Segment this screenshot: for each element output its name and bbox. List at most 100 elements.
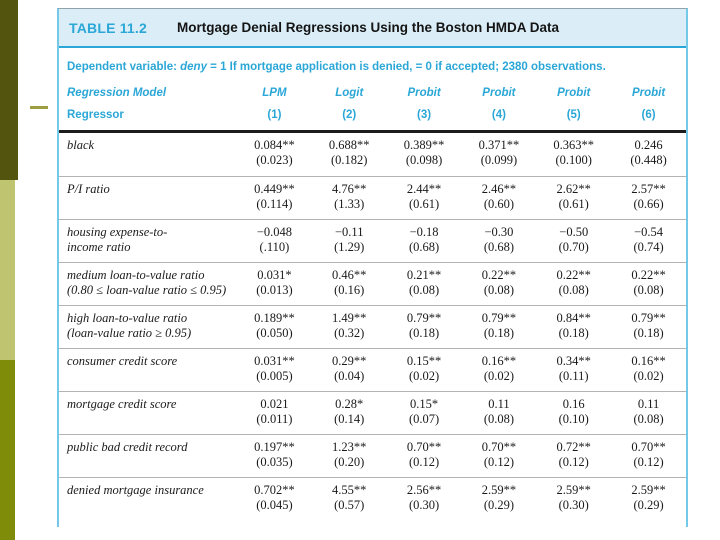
model-column-header: Probit (5) (536, 86, 611, 122)
coefficient-cell: 0.70** (0.12) (631, 440, 666, 469)
note-variable: deny (180, 61, 207, 73)
table-title: Mortgage Denial Regressions Using the Bo… (177, 20, 560, 35)
model-column-header: Probit (4) (462, 86, 537, 122)
coefficient-cell: 0.84** (0.18) (556, 311, 591, 340)
table-body: black 0.084** (0.023) 0.688** (0.182) 0.38… (59, 133, 686, 520)
coefficient-cell: 2.56** (0.30) (406, 483, 442, 512)
coefficient-cell: 0.29** (0.04) (332, 354, 367, 383)
coefficient-cell: 0.031** (0.005) (254, 354, 295, 383)
coefficient-cell: 0.70** (0.12) (481, 440, 517, 469)
coefficient-cell: 0.16** (0.02) (631, 354, 666, 383)
regressor-name: black (67, 138, 95, 152)
table-row: mortgage credit score 0.021 (0.011) 0.28*… (59, 391, 686, 434)
regressor-name: denied mortgage insurance (67, 483, 204, 497)
coefficient-cell: 4.76** (1.33) (332, 182, 367, 211)
regressor-name: mortgage credit score (67, 397, 177, 411)
column-number: (5) (566, 109, 581, 121)
coefficient-cell: 0.11 (0.08) (483, 397, 515, 426)
coefficient-cell: 0.11 (0.08) (633, 397, 664, 426)
coefficient-cell: 0.389** (0.098) (403, 138, 445, 167)
table-row: P/I ratio 0.449** (0.114) 4.76** (1.33) 2.… (59, 176, 686, 219)
coefficient-cell: 0.363** (0.100) (553, 138, 595, 167)
coefficient-cell: 2.62** (0.61) (556, 182, 591, 211)
coefficient-cell: 4.55** (0.57) (332, 483, 367, 512)
left-accent-bar-bottom (0, 360, 15, 540)
coefficient-cell: 0.15* (0.07) (408, 397, 440, 426)
coefficient-cell: 0.28* (0.14) (334, 397, 365, 426)
coefficient-cell: 0.021 (0.011) (256, 397, 293, 426)
coefficient-cell: 0.449** (0.114) (254, 182, 295, 211)
model-name: Probit (557, 87, 591, 99)
coefficient-cell: 2.57** (0.66) (631, 182, 666, 211)
coefficient-cell: 0.246 (0.448) (630, 138, 667, 167)
coefficient-cell: 0.46** (0.16) (332, 268, 367, 297)
coefficient-cell: −0.54 (0.74) (633, 225, 664, 254)
coefficient-cell: 0.21** (0.08) (406, 268, 442, 297)
column-number: (2) (342, 109, 357, 121)
regressor-name: consumer credit score (67, 354, 178, 368)
regressor-label: Regressor (67, 109, 124, 121)
left-accent-bar-middle (0, 180, 15, 360)
coefficient-cell: 2.59** (0.29) (481, 483, 517, 512)
model-name: Logit (335, 87, 364, 99)
coefficient-cell: 0.189** (0.050) (254, 311, 295, 340)
model-name: Probit (482, 87, 516, 99)
table-header-band: TABLE 11.2 Mortgage Denial Regressions U… (59, 9, 686, 48)
model-name: Probit (631, 87, 666, 99)
coefficient-cell: 0.72** (0.12) (556, 440, 591, 469)
coefficient-cell: 2.46** (0.60) (481, 182, 517, 211)
bullet-dash-icon (30, 106, 48, 109)
coefficient-cell: −0.30 (0.68) (483, 225, 515, 254)
column-number: (3) (417, 109, 432, 121)
coefficient-cell: 0.031* (0.013) (256, 268, 293, 297)
coefficient-cell: 0.79** (0.18) (481, 311, 517, 340)
column-number: (4) (491, 109, 506, 121)
coefficient-cell: 0.70** (0.12) (406, 440, 442, 469)
table-row: housing expense-to- income ratio −0.048(… (59, 219, 686, 262)
regression-model-label: Regression Model (67, 87, 167, 99)
table-row: consumer credit score 0.031** (0.005) 0.2… (59, 348, 686, 391)
coefficient-cell: 0.16** (0.02) (481, 354, 517, 383)
model-name: LPM (262, 87, 287, 99)
model-column-header: LPM (1) (237, 86, 312, 122)
regression-table: TABLE 11.2 Mortgage Denial Regressions U… (57, 8, 688, 527)
left-accent-bar-top (0, 0, 18, 180)
table-row: medium loan-to-value ratio (0.80 ≤ loan-… (59, 262, 686, 305)
table-row: black 0.084** (0.023) 0.688** (0.182) 0.38… (59, 133, 686, 176)
regressor-name: medium loan-to-value ratio (0.80 ≤ loan-… (67, 268, 227, 297)
column-header-row: Regression Model Regressor LPM (1) Logit… (59, 83, 686, 133)
regressor-name: public bad credit record (67, 440, 188, 454)
coefficient-cell: 0.084** (0.023) (254, 138, 295, 167)
dependent-variable-note: Dependent variable: deny = 1 If mortgage… (59, 48, 686, 83)
table-number-label: TABLE 11.2 (69, 19, 147, 36)
coefficient-cell: 0.34** (0.11) (556, 354, 591, 383)
coefficient-cell: 0.688** (0.182) (328, 138, 370, 167)
table-row: high loan-to-value ratio (loan-value rat… (59, 305, 686, 348)
coefficient-cell: 2.59** (0.29) (631, 483, 666, 512)
regressor-name: P/I ratio (67, 182, 110, 196)
regressor-name: high loan-to-value ratio (loan-value rat… (67, 311, 192, 340)
coefficient-cell: 1.23** (0.20) (332, 440, 367, 469)
column-number: (6) (641, 109, 656, 121)
coefficient-cell: 2.44** (0.61) (406, 182, 442, 211)
coefficient-cell: 1.49** (0.32) (332, 311, 367, 340)
model-column-header: Probit (3) (387, 86, 462, 122)
model-name: Probit (407, 87, 441, 99)
coefficient-cell: −0.18 (0.68) (408, 225, 440, 254)
regressor-header-cell: Regression Model Regressor (59, 86, 237, 122)
coefficient-cell: 0.22** (0.08) (556, 268, 591, 297)
regressor-name: housing expense-to- income ratio (67, 225, 168, 254)
column-number: (1) (267, 109, 282, 121)
coefficient-cell: 0.197** (0.035) (254, 440, 295, 469)
model-column-header: Probit (6) (611, 86, 686, 122)
model-column-header: Logit (2) (312, 86, 387, 122)
coefficient-cell: −0.048 (.110) (256, 225, 292, 254)
coefficient-cell: 0.371** (0.099) (478, 138, 520, 167)
coefficient-cell: 0.22** (0.08) (481, 268, 517, 297)
coefficient-cell: 2.59** (0.30) (556, 483, 591, 512)
coefficient-cell: 0.702** (0.045) (254, 483, 295, 512)
coefficient-cell: −0.50 (0.70) (558, 225, 589, 254)
coefficient-cell: 0.16 (0.10) (558, 397, 589, 426)
coefficient-cell: 0.22** (0.08) (631, 268, 666, 297)
